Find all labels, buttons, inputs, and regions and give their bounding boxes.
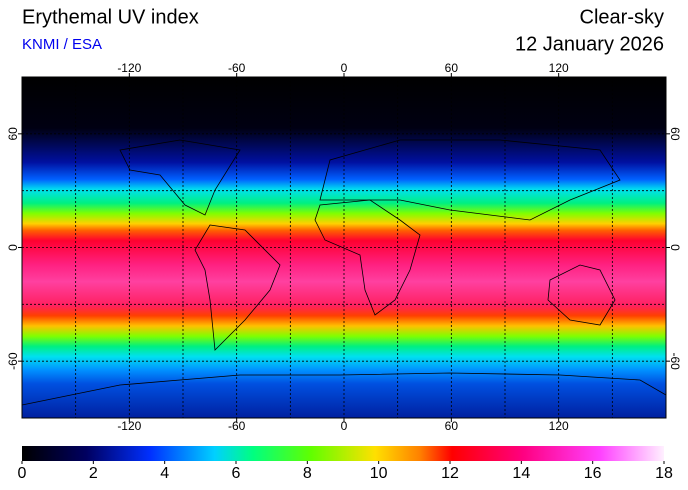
lat-tick-label: 60 <box>6 127 20 141</box>
colorbar-tick-label: 4 <box>160 465 169 482</box>
colorbar-tick-label: 12 <box>441 465 459 482</box>
colorbar-tick-label: 2 <box>89 465 98 482</box>
colorbar <box>22 446 664 461</box>
lon-tick-label: -120 <box>117 419 141 433</box>
coastlines <box>21 139 667 406</box>
colorbar-tick-label: 10 <box>370 465 388 482</box>
lon-tick-label: 120 <box>549 419 569 433</box>
lat-tick-label: 0 <box>6 244 20 251</box>
lon-tick-label: 0 <box>341 61 348 75</box>
lat-tick-label: 60 <box>668 127 682 141</box>
lon-tick-label: -60 <box>228 61 246 75</box>
colorbar-tick-label: 8 <box>303 465 312 482</box>
title: Erythemal UV index <box>22 6 199 28</box>
lon-tick-label: 60 <box>445 61 459 75</box>
lat-tick-label: 0 <box>668 244 682 251</box>
lon-tick-label: -60 <box>228 419 246 433</box>
lon-tick-label: 60 <box>445 419 459 433</box>
lat-tick-label: -60 <box>6 352 20 370</box>
condition: Clear-sky <box>580 6 664 28</box>
colorbar-tick-label: 6 <box>232 465 241 482</box>
colorbar-tick-label: 14 <box>512 465 530 482</box>
lat-tick-label: -60 <box>668 352 682 370</box>
lon-tick-label: -120 <box>117 61 141 75</box>
lon-tick-label: 120 <box>549 61 569 75</box>
date: 12 January 2026 <box>515 33 664 55</box>
source: KNMI / ESA <box>22 36 102 53</box>
lon-tick-label: 0 <box>341 419 348 433</box>
colorbar-tick-label: 0 <box>18 465 27 482</box>
colorbar-tick-label: 18 <box>655 465 673 482</box>
colorbar-tick-label: 16 <box>584 465 602 482</box>
